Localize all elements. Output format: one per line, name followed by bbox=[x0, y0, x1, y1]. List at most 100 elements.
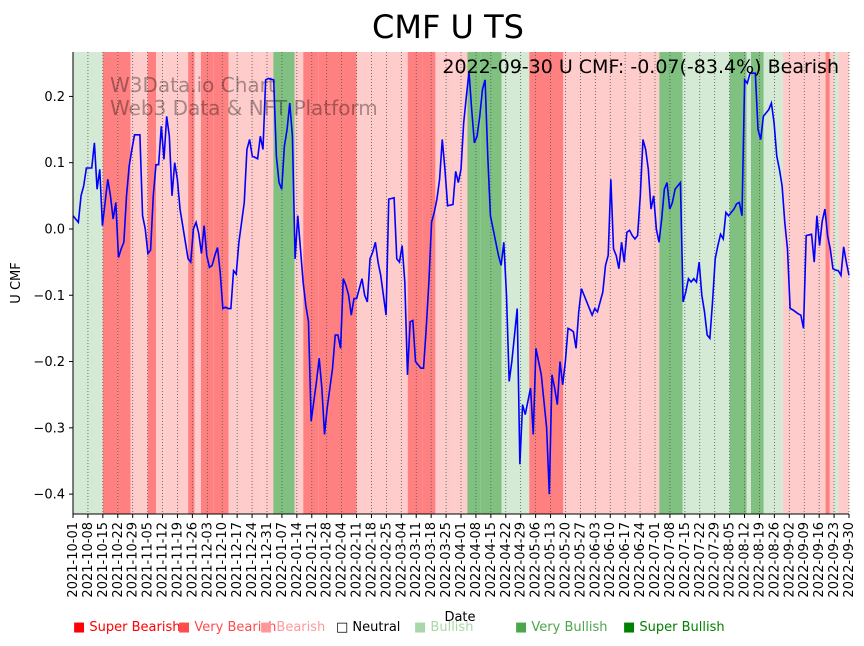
x-tick-label-49: 2022-09-09 bbox=[797, 522, 812, 598]
x-tick-label-52: 2022-09-30 bbox=[842, 522, 857, 598]
x-tick-label-9: 2021-12-03 bbox=[200, 522, 215, 598]
legend-label-5: Very Bullish bbox=[531, 620, 608, 635]
x-tick-label-22: 2022-03-04 bbox=[394, 522, 409, 598]
regime-band-38 bbox=[834, 52, 839, 514]
regime-band-16 bbox=[318, 52, 357, 514]
x-tick-label-7: 2021-11-19 bbox=[170, 522, 185, 598]
legend-marker-0: ■ bbox=[73, 620, 90, 635]
x-tick-label-6: 2021-11-12 bbox=[156, 522, 171, 598]
x-tick-label-19: 2022-02-11 bbox=[350, 522, 365, 598]
x-tick-label-5: 2021-11-05 bbox=[141, 522, 156, 598]
legend-marker-4: ■ bbox=[414, 620, 431, 635]
x-tick-label-34: 2022-05-27 bbox=[573, 522, 588, 598]
x-tick-label-46: 2022-08-19 bbox=[752, 522, 767, 598]
x-tick-label-18: 2022-02-04 bbox=[335, 522, 350, 598]
legend-label-2: Bearish bbox=[276, 620, 326, 635]
x-tick-label-38: 2022-06-24 bbox=[633, 522, 648, 598]
x-tick-label-26: 2022-04-01 bbox=[454, 522, 469, 598]
regime-band-2 bbox=[117, 52, 131, 514]
x-tick-label-47: 2022-08-26 bbox=[767, 522, 782, 598]
x-tick-label-44: 2022-08-05 bbox=[723, 522, 738, 598]
x-tick-label-4: 2021-10-29 bbox=[126, 522, 141, 598]
x-tick-label-35: 2022-06-03 bbox=[588, 522, 603, 598]
legend-item-2: ■ Bearish bbox=[260, 620, 325, 635]
x-tick-label-36: 2022-06-10 bbox=[603, 522, 618, 598]
x-tick-label-50: 2022-09-16 bbox=[812, 522, 827, 598]
x-tick-label-0: 2021-10-01 bbox=[66, 522, 81, 598]
x-tick-label-45: 2022-08-12 bbox=[738, 522, 753, 598]
x-ticks: 2021-10-01 2021-10-08 2021-10-15 2021-10-22… bbox=[66, 514, 857, 598]
value-annotation: 2022-09-30 U CMF: -0.07(-83.4%) Bearish bbox=[442, 56, 839, 78]
regime-band-26 bbox=[529, 52, 564, 514]
legend-label-4: Bullish bbox=[430, 620, 474, 635]
x-tick-label-16: 2022-01-21 bbox=[305, 522, 320, 598]
x-tick-label-13: 2021-12-31 bbox=[260, 522, 275, 598]
regime-band-39 bbox=[838, 52, 849, 514]
x-tick-label-14: 2022-01-07 bbox=[275, 522, 290, 598]
regime-band-34 bbox=[763, 52, 783, 514]
cmf-series-line bbox=[72, 71, 850, 495]
regime-band-24 bbox=[501, 52, 517, 514]
legend-item-6: ■ Super Bullish bbox=[623, 620, 725, 635]
x-tick-label-17: 2022-01-28 bbox=[320, 522, 335, 598]
x-tick-label-43: 2022-07-29 bbox=[708, 522, 723, 598]
x-tick-label-25: 2022-03-25 bbox=[439, 522, 454, 598]
x-tick-label-33: 2022-05-20 bbox=[558, 522, 573, 598]
regime-band-18 bbox=[407, 52, 423, 514]
x-tick-label-21: 2022-02-25 bbox=[379, 522, 394, 598]
legend-item-1: ■ Very Bearish bbox=[178, 620, 276, 635]
y-tick-label-2: 0.0 bbox=[44, 222, 65, 237]
x-axis-label: Date bbox=[444, 610, 475, 625]
regime-band-14 bbox=[294, 52, 304, 514]
legend-label-6: Super Bullish bbox=[639, 620, 725, 635]
legend-item-0: ■ Super Bearish bbox=[73, 620, 181, 635]
x-tick-label-3: 2021-10-22 bbox=[111, 522, 126, 598]
x-tick-label-27: 2022-04-08 bbox=[469, 522, 484, 598]
legend-marker-5: ■ bbox=[515, 620, 532, 635]
y-tick-label-0: 0.2 bbox=[44, 90, 65, 105]
x-tick-label-12: 2021-12-24 bbox=[245, 522, 260, 598]
y-tick-label-1: 0.1 bbox=[44, 156, 65, 171]
regime-band-33 bbox=[750, 52, 764, 514]
regime-band-3 bbox=[130, 52, 148, 514]
x-tick-label-51: 2022-09-23 bbox=[827, 522, 842, 598]
legend-marker-3: □ bbox=[336, 620, 353, 635]
y-tick-label-3: −0.1 bbox=[33, 289, 65, 304]
regime-band-13 bbox=[273, 52, 295, 514]
x-tick-label-29: 2022-04-22 bbox=[499, 522, 514, 598]
regime-band-4 bbox=[147, 52, 157, 514]
chart-title: CMF U TS bbox=[372, 8, 524, 46]
regime-band-30 bbox=[682, 52, 730, 514]
legend-label-1: Very Bearish bbox=[194, 620, 277, 635]
legend-item-3: □ Neutral bbox=[336, 620, 400, 635]
x-tick-label-40: 2022-07-08 bbox=[663, 522, 678, 598]
legend-item-4: ■ Bullish bbox=[414, 620, 473, 635]
x-tick-label-2: 2021-10-15 bbox=[96, 522, 111, 598]
y-tick-label-6: −0.4 bbox=[33, 488, 65, 503]
y-tick-label-4: −0.2 bbox=[33, 355, 65, 370]
x-tick-label-31: 2022-05-06 bbox=[529, 522, 544, 598]
legend-marker-2: ■ bbox=[260, 620, 277, 635]
watermark-line-1: W3Data.io Chart bbox=[110, 73, 276, 97]
x-tick-label-11: 2021-12-17 bbox=[230, 522, 245, 598]
regime-band-8 bbox=[194, 52, 201, 514]
watermark: W3Data.io Chart Web3 Data & NFT Platform bbox=[110, 73, 378, 120]
x-tick-label-32: 2022-05-13 bbox=[544, 522, 559, 598]
x-tick-label-24: 2022-03-18 bbox=[424, 522, 439, 598]
regime-band-11 bbox=[228, 52, 263, 514]
regime-band-20 bbox=[435, 52, 455, 514]
legend-marker-6: ■ bbox=[623, 620, 640, 635]
regime-band-22 bbox=[467, 52, 481, 514]
y-tick-label-5: −0.3 bbox=[33, 421, 65, 436]
regime-band-6 bbox=[164, 52, 189, 514]
x-tick-label-42: 2022-07-22 bbox=[693, 522, 708, 598]
regime-band-32 bbox=[746, 52, 751, 514]
x-tick-label-37: 2022-06-17 bbox=[618, 522, 633, 598]
regime-band-25 bbox=[516, 52, 530, 514]
x-tick-label-8: 2021-11-26 bbox=[185, 522, 200, 598]
regime-band-1 bbox=[102, 52, 118, 514]
regime-band-7 bbox=[188, 52, 195, 514]
watermark-line-2: Web3 Data & NFT Platform bbox=[110, 96, 378, 120]
x-tick-label-30: 2022-04-29 bbox=[514, 522, 529, 598]
regime-band-12 bbox=[262, 52, 274, 514]
